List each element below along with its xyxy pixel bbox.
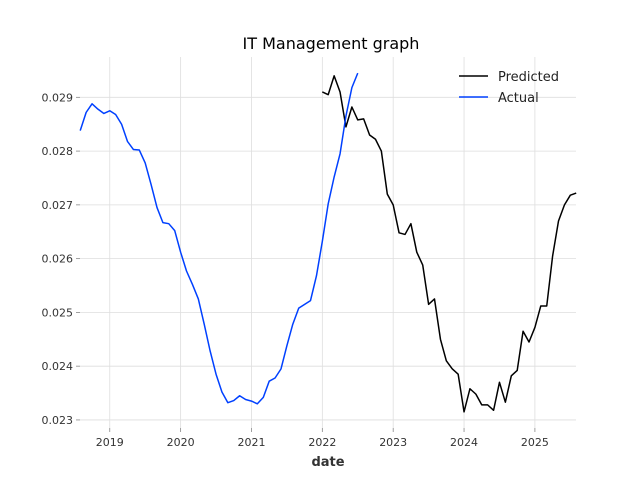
y-tick-label: 0.026	[42, 253, 74, 266]
axis-ticks: 2019 2020 2021 2022 2023 2024 2025 0.023 0.024 0.…	[42, 91, 549, 449]
x-tick-label: 2025	[521, 436, 549, 449]
y-tick-label: 0.025	[42, 306, 74, 319]
legend-label-actual: Actual	[498, 91, 539, 106]
y-tick-label: 0.029	[42, 91, 74, 104]
x-tick-label: 2024	[450, 436, 478, 449]
x-tick-label: 2022	[308, 436, 336, 449]
series-lines	[79, 72, 577, 413]
x-tick-label: 2021	[237, 436, 265, 449]
y-tick-label: 0.023	[42, 414, 74, 427]
x-tick-label: 2023	[379, 436, 407, 449]
legend: Predicted Actual	[459, 70, 559, 106]
x-tick-label: 2019	[96, 436, 124, 449]
y-tick-label: 0.028	[42, 145, 74, 158]
grid	[80, 57, 576, 428]
x-tick-label: 2020	[167, 436, 195, 449]
legend-label-predicted: Predicted	[498, 70, 559, 85]
x-axis-label: date	[311, 455, 344, 470]
series-line-actual	[79, 72, 359, 405]
y-tick-label: 0.027	[42, 199, 74, 212]
series-line-predicted	[322, 75, 577, 413]
chart-title: IT Management graph	[243, 34, 420, 53]
y-tick-label: 0.024	[42, 360, 74, 373]
